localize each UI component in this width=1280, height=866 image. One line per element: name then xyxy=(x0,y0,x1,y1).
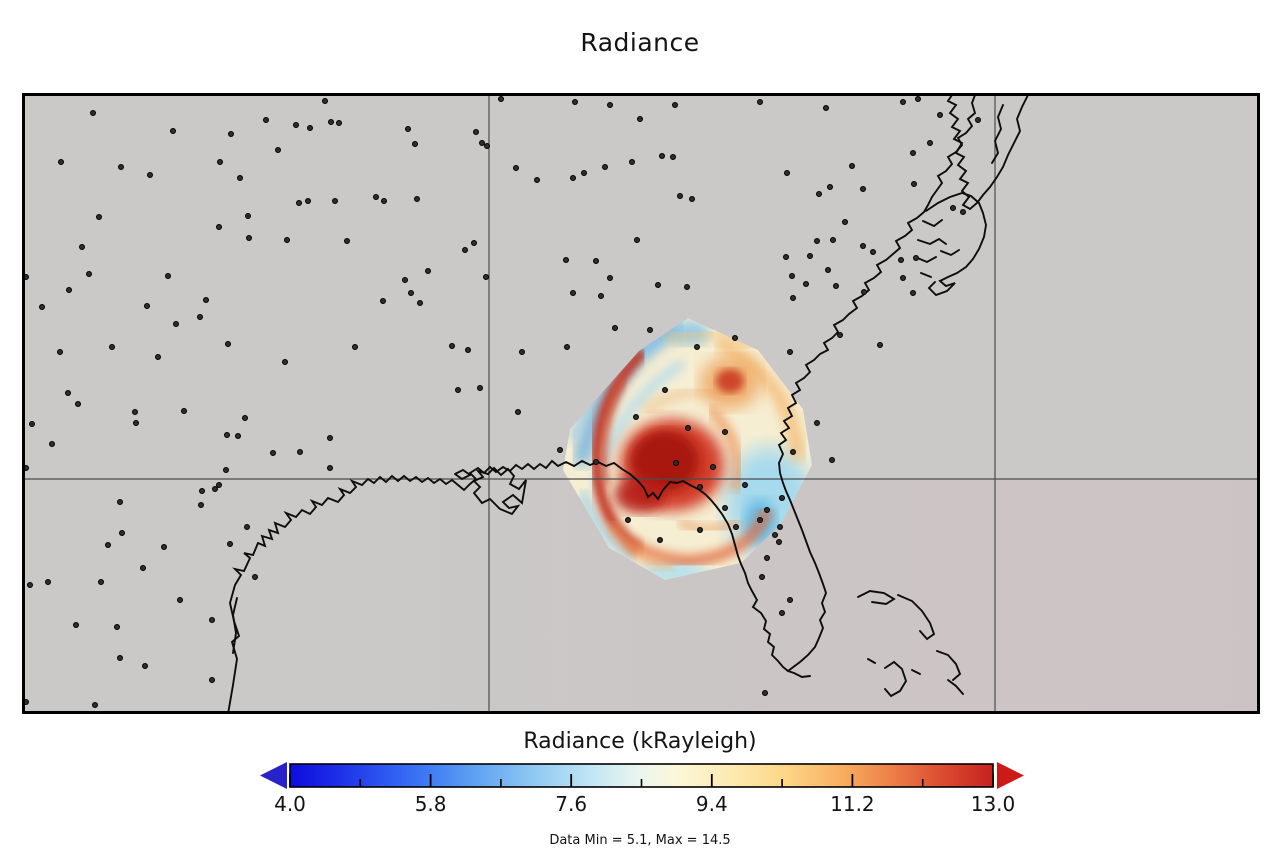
map-panel xyxy=(22,93,1260,714)
colorbar xyxy=(260,762,1024,789)
colorbar-title: Radiance (kRayleigh) xyxy=(523,729,757,754)
colorbar-tick-label-2: 7.6 xyxy=(555,792,588,816)
colorbar-gradient-bar xyxy=(290,764,993,787)
coastlines xyxy=(227,94,1029,714)
colorbar-footnote: Data Min = 5.1, Max = 14.5 xyxy=(549,833,731,848)
latlon-gridlines xyxy=(22,93,1260,714)
colorbar-left-arrow xyxy=(260,762,287,789)
colorbar-tick-label-1: 5.8 xyxy=(414,792,447,816)
map-border xyxy=(22,93,1260,714)
colorbar-frame xyxy=(289,763,994,788)
colorbar-tick-label-3: 9.4 xyxy=(695,792,728,816)
figure-title: Radiance xyxy=(580,28,700,57)
colorbar-tick-label-4: 11.2 xyxy=(830,792,875,816)
ocean-tint xyxy=(402,479,1260,714)
colorbar-right-arrow xyxy=(997,762,1024,789)
colorbar-tick-label-0: 4.0 xyxy=(274,792,306,816)
station-dots xyxy=(23,96,981,708)
map-canvas xyxy=(22,93,1260,714)
colorbar-tick-label-5: 13.0 xyxy=(970,792,1016,816)
